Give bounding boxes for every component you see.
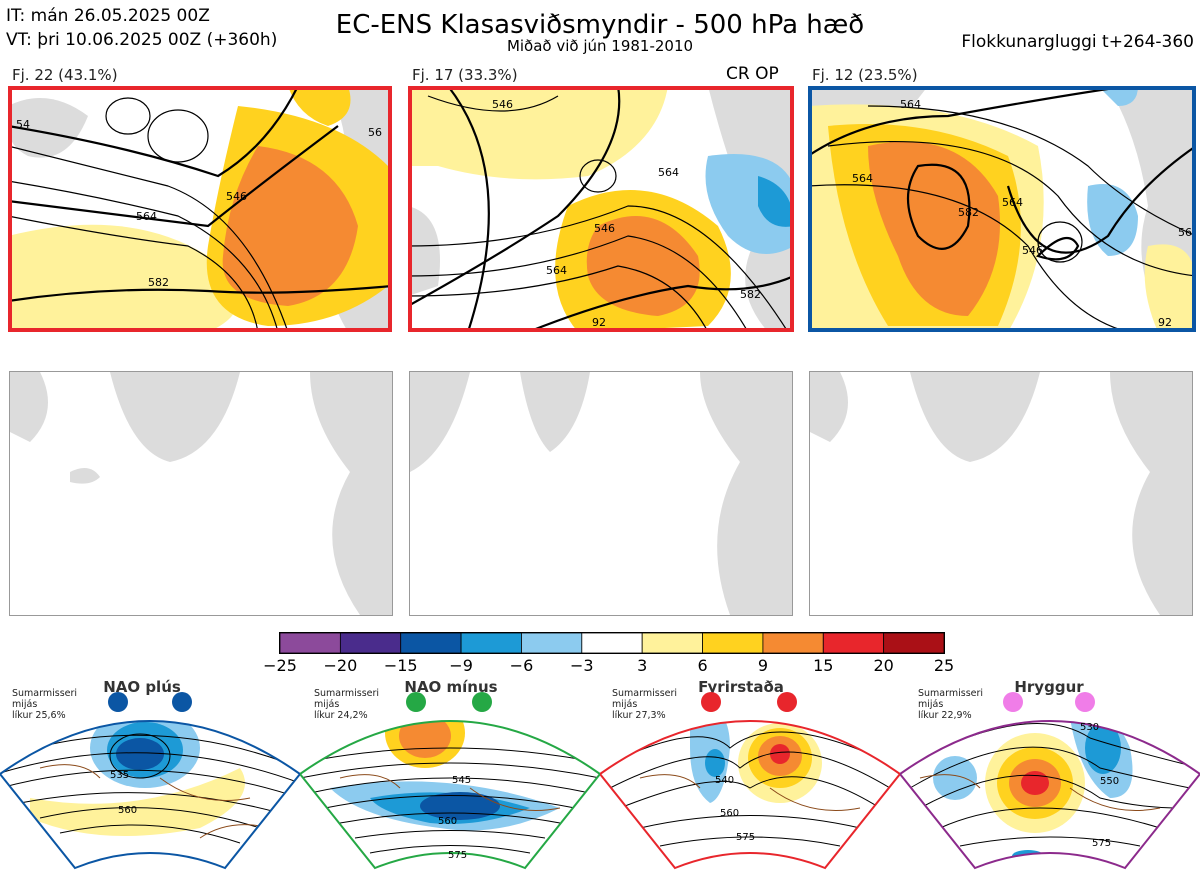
regime-info-ridge: Sumarmisseri mijás líkur 22,9% — [918, 688, 984, 721]
regime-nao-minus: 545 560 575 — [300, 688, 600, 871]
cluster-3-map: 564 564 582 564 546 92 56 — [808, 86, 1196, 332]
contour-label: 546 — [492, 98, 513, 111]
contour-label: 582 — [958, 206, 979, 219]
regime-label: 560 — [720, 808, 739, 819]
cluster-2-map: 546 564 546 564 582 92 — [408, 86, 794, 332]
regime-label: 575 — [448, 850, 467, 861]
regime-info-nao-minus: Sumarmisseri mijás líkur 24,2% — [314, 688, 380, 721]
contour-label: 546 — [1022, 244, 1043, 257]
regime-label: 540 — [715, 775, 734, 786]
cluster-2-label: Fj. 17 (33.3%) — [412, 66, 518, 84]
cluster-1-border — [8, 86, 392, 332]
contour-label: 56 — [368, 126, 382, 139]
regime-label: 575 — [736, 832, 755, 843]
colorbar-swatch — [641, 632, 703, 654]
colorbar-swatch — [581, 632, 643, 654]
regime-marker-dot — [1003, 692, 1023, 712]
colorbar-tick: 3 — [637, 656, 648, 675]
contour-label: 582 — [148, 276, 169, 289]
empty-map-2 — [409, 371, 793, 616]
regime-blocking: 540 560 575 — [600, 688, 900, 871]
cluster-1-label: Fj. 22 (43.1%) — [12, 66, 118, 84]
colorbar-swatch — [883, 632, 945, 654]
empty-map-3 — [809, 371, 1193, 616]
colorbar-tick: 25 — [933, 656, 955, 675]
regime-marker-dot — [172, 692, 192, 712]
regime-label: 545 — [452, 775, 471, 786]
colorbar-tick: −25 — [263, 656, 297, 675]
colorbar-tick: 20 — [873, 656, 894, 675]
colorbar-swatch — [822, 632, 885, 654]
cluster-3-label: Fj. 12 (23.5%) — [812, 66, 918, 84]
valid-time: VT: þri 10.06.2025 00Z (+360h) — [6, 30, 278, 50]
colorbar-tick: −9 — [449, 656, 473, 675]
page-title: EC-ENS Klasasviðsmyndir - 500 hPa hæð — [335, 10, 865, 40]
regime-nao-plus: 535 560 — [0, 688, 300, 871]
initial-time: IT: mán 26.05.2025 00Z — [6, 6, 210, 26]
contour-label: 564 — [900, 98, 921, 111]
contour-label: 92 — [1158, 316, 1172, 329]
contour-label: 564 — [136, 210, 157, 223]
colorbar-swatch — [702, 632, 764, 654]
regime-label: 550 — [1100, 776, 1119, 787]
colorbar-tick: 15 — [813, 656, 834, 675]
colorbar-tick: −6 — [509, 656, 534, 675]
regime-marker-dot — [701, 692, 721, 712]
colorbar-swatch — [400, 632, 462, 654]
empty-map-1 — [9, 371, 393, 616]
regime-marker-dot — [406, 692, 426, 712]
colorbar-tick: −3 — [570, 656, 594, 675]
colorbar-tick: 9 — [757, 656, 768, 675]
contour-label: 546 — [226, 190, 247, 203]
page-subtitle: Miðað við jún 1981-2010 — [506, 37, 694, 55]
regime-label: 530 — [1080, 722, 1099, 733]
regime-title-ridge: Hryggur — [1014, 678, 1084, 696]
regime-marker-dot — [777, 692, 797, 712]
contour-label: 564 — [852, 172, 873, 185]
colorbar-swatch — [762, 632, 824, 654]
regime-label: 535 — [110, 770, 129, 781]
regime-label: 560 — [438, 816, 457, 827]
regime-marker-dot — [472, 692, 492, 712]
colorbar-tick: 6 — [697, 656, 708, 675]
contour-label: 564 — [658, 166, 679, 179]
colorbar-swatch — [279, 632, 341, 654]
regime-title-nao-minus: NAO mínus — [404, 678, 498, 696]
colorbar-swatch — [339, 632, 402, 654]
contour-label: 56 — [1178, 226, 1192, 239]
colorbar-swatch — [460, 632, 522, 654]
regime-info-nao-plus: Sumarmisseri mijás líkur 25,6% — [12, 688, 78, 721]
regime-info-blocking: Sumarmisseri mijás líkur 27,3% — [612, 688, 678, 721]
contour-label: 564 — [546, 264, 567, 277]
colorbar-swatch — [521, 632, 583, 654]
colorbar — [279, 632, 945, 654]
regime-marker-dot — [1075, 692, 1095, 712]
contour-label: 54 — [16, 118, 30, 131]
regime-label: 575 — [1092, 838, 1111, 849]
cluster-1-map: 54 546 564 582 56 — [8, 86, 392, 332]
contour-label: 546 — [594, 222, 615, 235]
regime-marker-dot — [108, 692, 128, 712]
colorbar-tick: −20 — [323, 656, 358, 675]
regime-title-blocking: Fyrirstaða — [698, 678, 784, 696]
regime-ridge: 530 550 575 — [900, 688, 1200, 871]
regime-title-nao-plus: NAO plús — [103, 678, 181, 696]
cluster-2-tag: CR OP — [726, 64, 779, 84]
cluster-window: Flokkunargluggi t+264-360 — [961, 32, 1194, 52]
contour-label: 564 — [1002, 196, 1023, 209]
regime-label: 560 — [118, 805, 137, 816]
contour-label: 582 — [740, 288, 761, 301]
colorbar-tick: −15 — [383, 656, 418, 675]
contour-label: 92 — [592, 316, 606, 329]
